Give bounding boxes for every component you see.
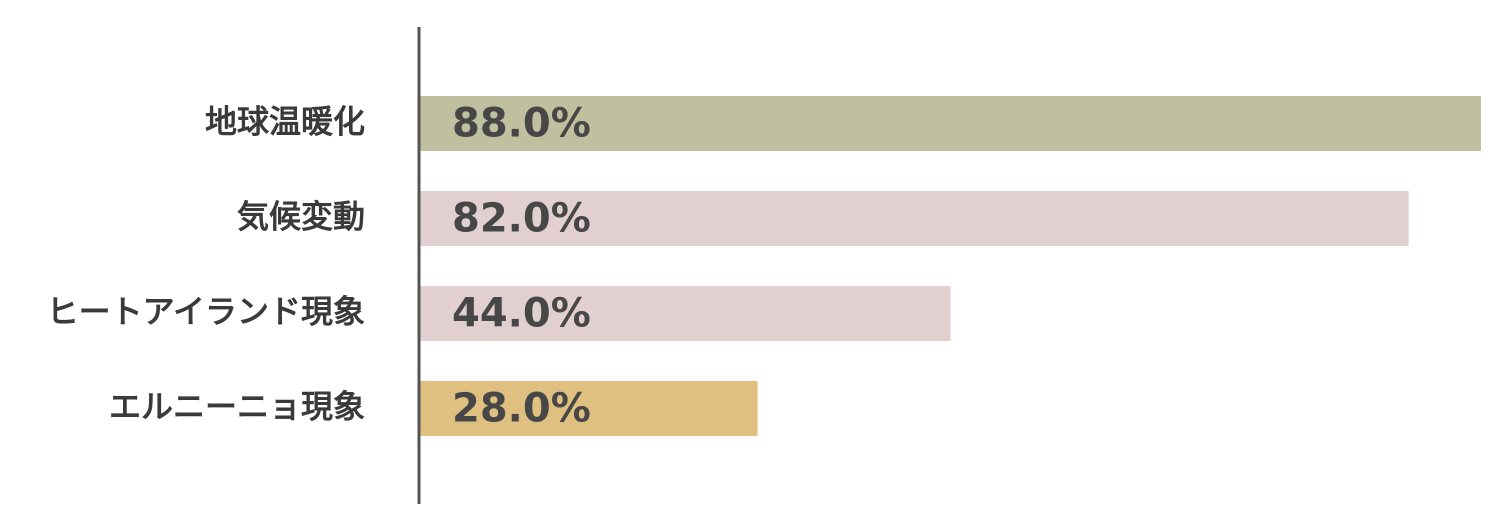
value-label: 28.0% bbox=[452, 386, 591, 432]
category-label: 気候変動 bbox=[237, 198, 365, 236]
category-label: 地球温暖化 bbox=[205, 103, 365, 141]
value-label: 44.0% bbox=[452, 291, 591, 337]
category-label: ヒートアイランド現象 bbox=[47, 293, 365, 331]
category-label: エルニーニョ現象 bbox=[109, 388, 365, 426]
bar bbox=[420, 191, 1409, 246]
value-label: 82.0% bbox=[452, 196, 591, 242]
value-label: 88.0% bbox=[452, 101, 591, 147]
bar bbox=[420, 96, 1481, 151]
bar bbox=[420, 381, 758, 436]
bar bbox=[420, 286, 951, 341]
